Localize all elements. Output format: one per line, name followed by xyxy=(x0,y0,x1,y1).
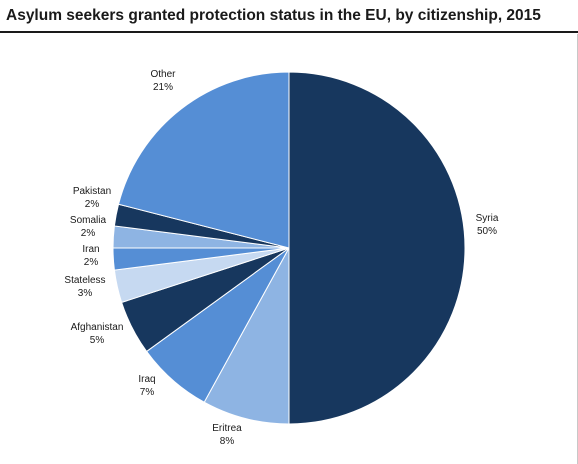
slice-label-eritrea: Eritrea xyxy=(212,423,242,434)
pie-slice-syria xyxy=(288,71,466,425)
slice-label-other: Other xyxy=(150,69,176,80)
chart-area: Syria 50% Eritrea 8% Iraq 7% Afghanistan 5% Stat… xyxy=(0,34,578,464)
title-divider xyxy=(0,31,578,33)
pie-slices xyxy=(112,71,466,425)
slice-value-syria: 50% xyxy=(477,226,497,237)
slice-label-iraq: Iraq xyxy=(138,374,155,385)
slice-label-syria: Syria xyxy=(476,213,499,224)
pie-chart: Syria 50% Eritrea 8% Iraq 7% Afghanistan 5% Stat… xyxy=(64,69,498,447)
slice-value-somalia: 2% xyxy=(81,228,96,239)
slice-value-afghanistan: 5% xyxy=(90,335,105,346)
slice-value-eritrea: 8% xyxy=(220,436,235,447)
slice-label-pakistan: Pakistan xyxy=(73,186,111,197)
slice-value-iran: 2% xyxy=(84,257,99,268)
slice-label-afghanistan: Afghanistan xyxy=(71,322,124,333)
pie-labels: Syria 50% Eritrea 8% Iraq 7% Afghanistan 5% Stat… xyxy=(64,69,498,447)
slice-value-pakistan: 2% xyxy=(85,199,100,210)
slice-value-stateless: 3% xyxy=(78,288,93,299)
slice-value-iraq: 7% xyxy=(140,387,155,398)
pie-slice-other xyxy=(117,71,290,249)
slice-label-somalia: Somalia xyxy=(70,215,107,226)
pie-slice-eritrea xyxy=(203,247,290,425)
chart-title: Asylum seekers granted protection status… xyxy=(6,7,541,24)
slice-label-iran: Iran xyxy=(82,244,99,255)
slice-label-stateless: Stateless xyxy=(64,275,105,286)
slice-value-other: 21% xyxy=(153,82,173,93)
